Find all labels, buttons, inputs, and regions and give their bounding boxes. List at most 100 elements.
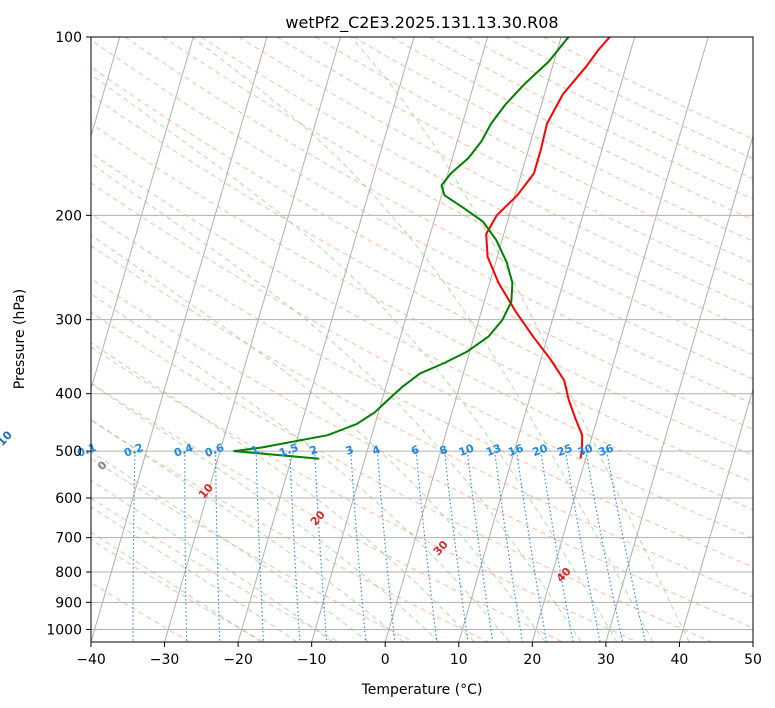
dry-adiabat-line <box>91 245 753 598</box>
mixing-ratio-label: 1.5 <box>277 441 300 460</box>
mixing-ratio-label: 30 <box>576 442 595 460</box>
dry-adiabat-line <box>353 37 753 242</box>
axes: −40 −30 −20 −10 0 10 20 30 40 5010009008007006005… <box>46 30 762 668</box>
mixing-ratio-label: 4 <box>370 443 382 458</box>
x-tick-label: 40 <box>671 652 689 668</box>
dry-adiabat-line <box>91 419 489 642</box>
x-tick-label: 50 <box>744 652 762 668</box>
mixing-ratio-label: 3 <box>344 443 356 458</box>
mixing-ratio-label: 1 <box>249 443 261 458</box>
dry-adiabat-line <box>91 122 753 483</box>
mixing-ratio-line <box>516 451 548 642</box>
x-axis-label: Temperature (°C) <box>361 682 483 698</box>
x-tick-label: 0 <box>381 652 390 668</box>
dry-adiabat-label: 20 <box>308 508 328 528</box>
mixing-ratio-line <box>255 451 265 642</box>
mixing-ratio-line <box>314 451 328 642</box>
mixing-ratio-label: 10 <box>457 442 476 460</box>
x-tick-label: 20 <box>523 652 541 668</box>
dry-adiabat-line <box>91 382 563 642</box>
x-tick-label: −20 <box>223 652 253 668</box>
moist-adiabat-line <box>91 162 582 642</box>
mixing-ratio-label: 0.4 <box>172 441 195 460</box>
moist-adiabat-line <box>91 234 546 642</box>
mixing-ratio-line <box>415 451 438 642</box>
dry-adiabat-label: 30 <box>431 538 451 558</box>
mixing-ratio-line <box>83 451 88 642</box>
moist-adiabat-line <box>91 73 618 642</box>
dry-adiabat-line <box>91 497 340 642</box>
y-tick-label: 800 <box>55 565 82 581</box>
x-tick-label: 30 <box>597 652 615 668</box>
dry-adiabat-line <box>276 37 753 286</box>
isotherm-gridline <box>91 37 194 391</box>
mixing-ratio-line <box>494 451 524 642</box>
mixing-ratio-label: 2 <box>308 443 320 458</box>
mixing-ratio-label: 20 <box>531 442 550 460</box>
mixing-ratio-line <box>215 451 221 642</box>
mixing-ratio-line <box>564 451 601 642</box>
dry-adiabat-line <box>91 346 638 642</box>
dry-adiabat-line <box>91 182 753 539</box>
isotherm-gridline <box>311 37 489 642</box>
dry-adiabat-line <box>505 37 753 160</box>
dry-adiabat-line <box>124 37 753 380</box>
dewpoint-profile-line <box>233 37 570 460</box>
x-tick-label: −30 <box>150 652 180 668</box>
y-tick-label: 100 <box>55 30 82 46</box>
mixing-ratio-label: 36 <box>597 442 616 460</box>
x-tick-label: −10 <box>297 652 327 668</box>
isotherm-gridline <box>531 37 709 642</box>
moist-adiabat-line <box>91 506 298 642</box>
isotherm-gridline <box>605 134 753 642</box>
mixing-ratio-line <box>376 451 396 642</box>
mixing-ratio-label: 25 <box>555 442 574 459</box>
dry-adiabat-line <box>91 539 265 642</box>
dry-adiabat-line <box>91 94 753 456</box>
mixing-ratio-line <box>132 451 136 642</box>
mixing-ratio-label: 16 <box>506 442 525 460</box>
isotherm-gridline <box>384 37 562 642</box>
dry-adiabat-label: -10 <box>0 428 15 452</box>
y-axis-label: Pressure (hPa) <box>12 289 28 389</box>
isotherm-gridline <box>458 37 636 642</box>
mixing-ratio-label: 0.2 <box>122 441 145 460</box>
mixing-ratio-label: 0.6 <box>203 441 226 460</box>
mixing-ratio-label: 0.1 <box>75 441 98 460</box>
moist-adiabat-line <box>191 37 654 642</box>
plot-frame <box>90 36 754 643</box>
isotherm-gridline <box>164 37 341 642</box>
dry-adiabat-line <box>91 277 753 629</box>
y-tick-label: 500 <box>55 444 82 460</box>
y-tick-label: 1000 <box>46 622 82 638</box>
mixing-ratio-label: 13 <box>484 442 503 459</box>
isotherm-gridline <box>237 37 415 642</box>
y-tick-label: 200 <box>55 208 82 224</box>
y-tick-label: 400 <box>55 387 82 403</box>
y-tick-label: 600 <box>55 491 82 507</box>
mixing-ratio-line <box>444 451 469 642</box>
temperature-profile-line <box>485 37 611 459</box>
mixing-ratio-label: 6 <box>409 443 421 458</box>
mixing-ratio-line <box>606 450 646 642</box>
moist-adiabat-line <box>91 450 369 642</box>
dry-adiabat-line <box>91 457 414 642</box>
moist-adiabat-line <box>91 341 475 642</box>
isotherm-gridline <box>678 387 753 642</box>
mixing-ratio-label: 8 <box>438 443 450 458</box>
dry-adiabat-line <box>162 37 753 356</box>
y-tick-label: 900 <box>55 595 82 611</box>
dry-adiabat-line <box>91 581 190 642</box>
y-tick-label: 700 <box>55 531 82 547</box>
isotherm-gridline <box>91 37 268 642</box>
moist-adiabat-line <box>91 383 440 642</box>
dry-adiabat-line <box>91 39 753 405</box>
x-tick-label: 10 <box>450 652 468 668</box>
y-tick-label: 300 <box>55 313 82 329</box>
isotherm-gridline <box>752 640 753 642</box>
mixing-ratio-line <box>585 451 624 642</box>
background-lines <box>83 37 753 642</box>
mixing-ratio-line <box>540 451 574 642</box>
